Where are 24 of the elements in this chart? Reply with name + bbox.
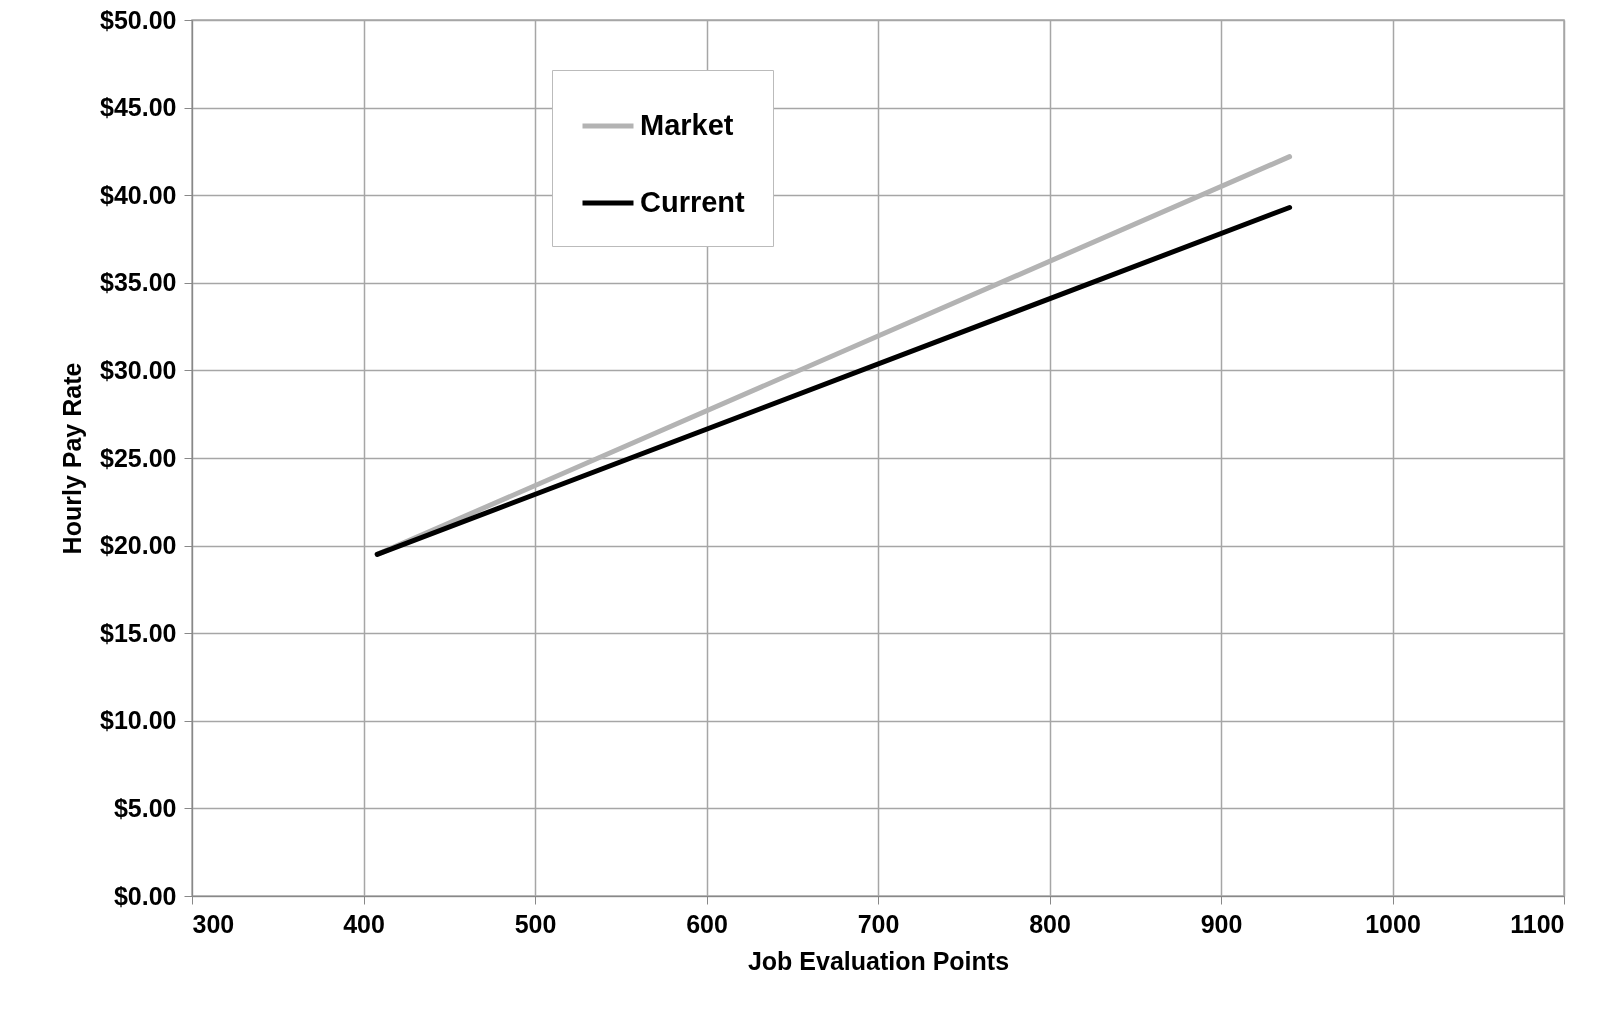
x-tick-label: 300 (192, 909, 235, 938)
x-tick-label: 1100 (1510, 909, 1565, 938)
y-tick-label: $50.00 (100, 5, 177, 34)
x-tick-label: 700 (857, 909, 900, 938)
x-tick-label: 900 (1200, 909, 1243, 938)
y-tick-label: $45.00 (100, 93, 177, 122)
x-tick-label: 400 (343, 909, 385, 938)
x-tick-label: 600 (686, 909, 728, 938)
x-tick-label: 500 (514, 909, 557, 938)
x-tick-label: 1000 (1365, 909, 1421, 938)
legend-label: Market (640, 109, 734, 141)
legend-label: Current (640, 186, 746, 218)
y-tick-label: $30.00 (100, 355, 177, 384)
y-tick-label: $15.00 (100, 618, 177, 647)
y-tick-label: $5.00 (113, 793, 177, 822)
y-tick-label: $10.00 (100, 706, 177, 735)
y-tick-label: $0.00 (113, 881, 177, 910)
y-axis-title: Hourly Pay Rate (58, 362, 87, 555)
x-tick-label: 800 (1029, 909, 1071, 938)
x-axis-title: Job Evaluation Points (747, 946, 1010, 975)
y-tick-label: $35.00 (100, 268, 177, 297)
y-tick-label: $20.00 (100, 531, 177, 560)
y-tick-label: $40.00 (100, 180, 177, 209)
y-tick-label: $25.00 (100, 443, 177, 472)
